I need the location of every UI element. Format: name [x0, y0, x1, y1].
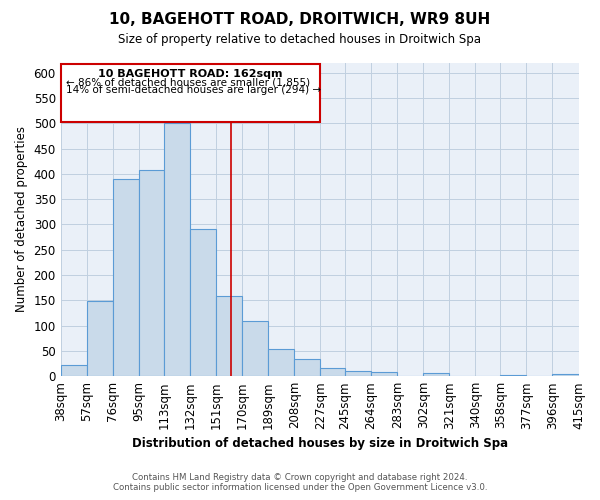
Text: Contains HM Land Registry data © Crown copyright and database right 2024.
Contai: Contains HM Land Registry data © Crown c… — [113, 473, 487, 492]
Bar — [320, 368, 345, 376]
Text: ← 86% of detached houses are smaller (1,855): ← 86% of detached houses are smaller (1,… — [66, 77, 310, 87]
Bar — [190, 230, 216, 376]
Text: 10 BAGEHOTT ROAD: 162sqm: 10 BAGEHOTT ROAD: 162sqm — [98, 69, 283, 79]
Bar — [113, 179, 139, 376]
Bar — [61, 64, 320, 122]
Text: 14% of semi-detached houses are larger (294) →: 14% of semi-detached houses are larger (… — [66, 86, 321, 96]
Bar — [294, 360, 320, 376]
Bar — [268, 349, 294, 376]
Bar — [61, 364, 87, 376]
Bar — [242, 320, 268, 376]
Bar — [423, 372, 449, 376]
Bar — [553, 374, 578, 376]
Bar — [345, 371, 371, 376]
Bar — [216, 296, 242, 376]
Text: 10, BAGEHOTT ROAD, DROITWICH, WR9 8UH: 10, BAGEHOTT ROAD, DROITWICH, WR9 8UH — [109, 12, 491, 28]
Bar — [500, 374, 526, 376]
Bar — [139, 170, 164, 376]
X-axis label: Distribution of detached houses by size in Droitwich Spa: Distribution of detached houses by size … — [131, 437, 508, 450]
Bar — [87, 302, 113, 376]
Bar — [164, 123, 190, 376]
Bar — [371, 372, 397, 376]
Y-axis label: Number of detached properties: Number of detached properties — [15, 126, 28, 312]
Text: Size of property relative to detached houses in Droitwich Spa: Size of property relative to detached ho… — [119, 32, 482, 46]
